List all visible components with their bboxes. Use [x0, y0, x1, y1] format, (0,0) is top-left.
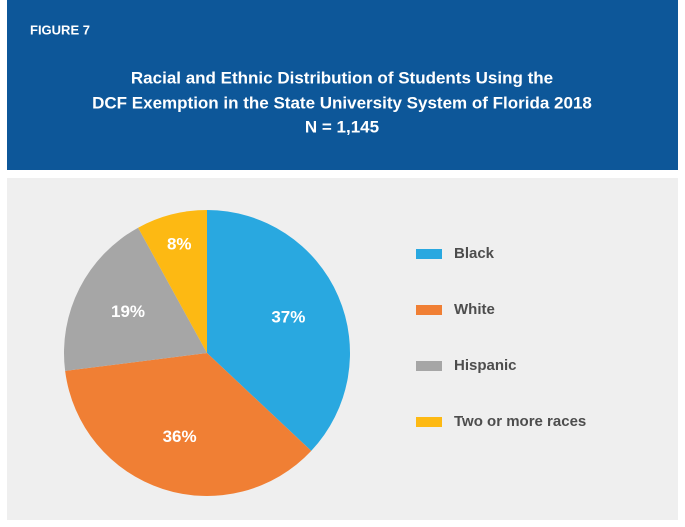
legend-label: Hispanic [454, 357, 517, 374]
legend-swatch [416, 417, 442, 427]
data-label: 37% [271, 307, 305, 326]
figure-label: FIGURE 7 [30, 22, 90, 37]
data-label: 19% [111, 302, 145, 321]
legend-label: White [454, 301, 495, 318]
header-background [7, 0, 678, 170]
legend-label: Black [454, 245, 495, 262]
pie-slice [138, 210, 207, 353]
legend-swatch [416, 249, 442, 259]
pie-slice [65, 353, 312, 496]
data-label: 8% [167, 234, 192, 253]
chart-title: DCF Exemption in the State University Sy… [92, 93, 592, 112]
chart-title: N = 1,145 [305, 117, 379, 136]
pie-slice [63, 227, 207, 371]
legend-label: Two or more races [454, 413, 586, 430]
chart-title: Racial and Ethnic Distribution of Studen… [131, 68, 553, 87]
data-label: 36% [163, 427, 197, 446]
pie-slice [207, 210, 350, 451]
legend-swatch [416, 361, 442, 371]
legend-swatch [416, 305, 442, 315]
